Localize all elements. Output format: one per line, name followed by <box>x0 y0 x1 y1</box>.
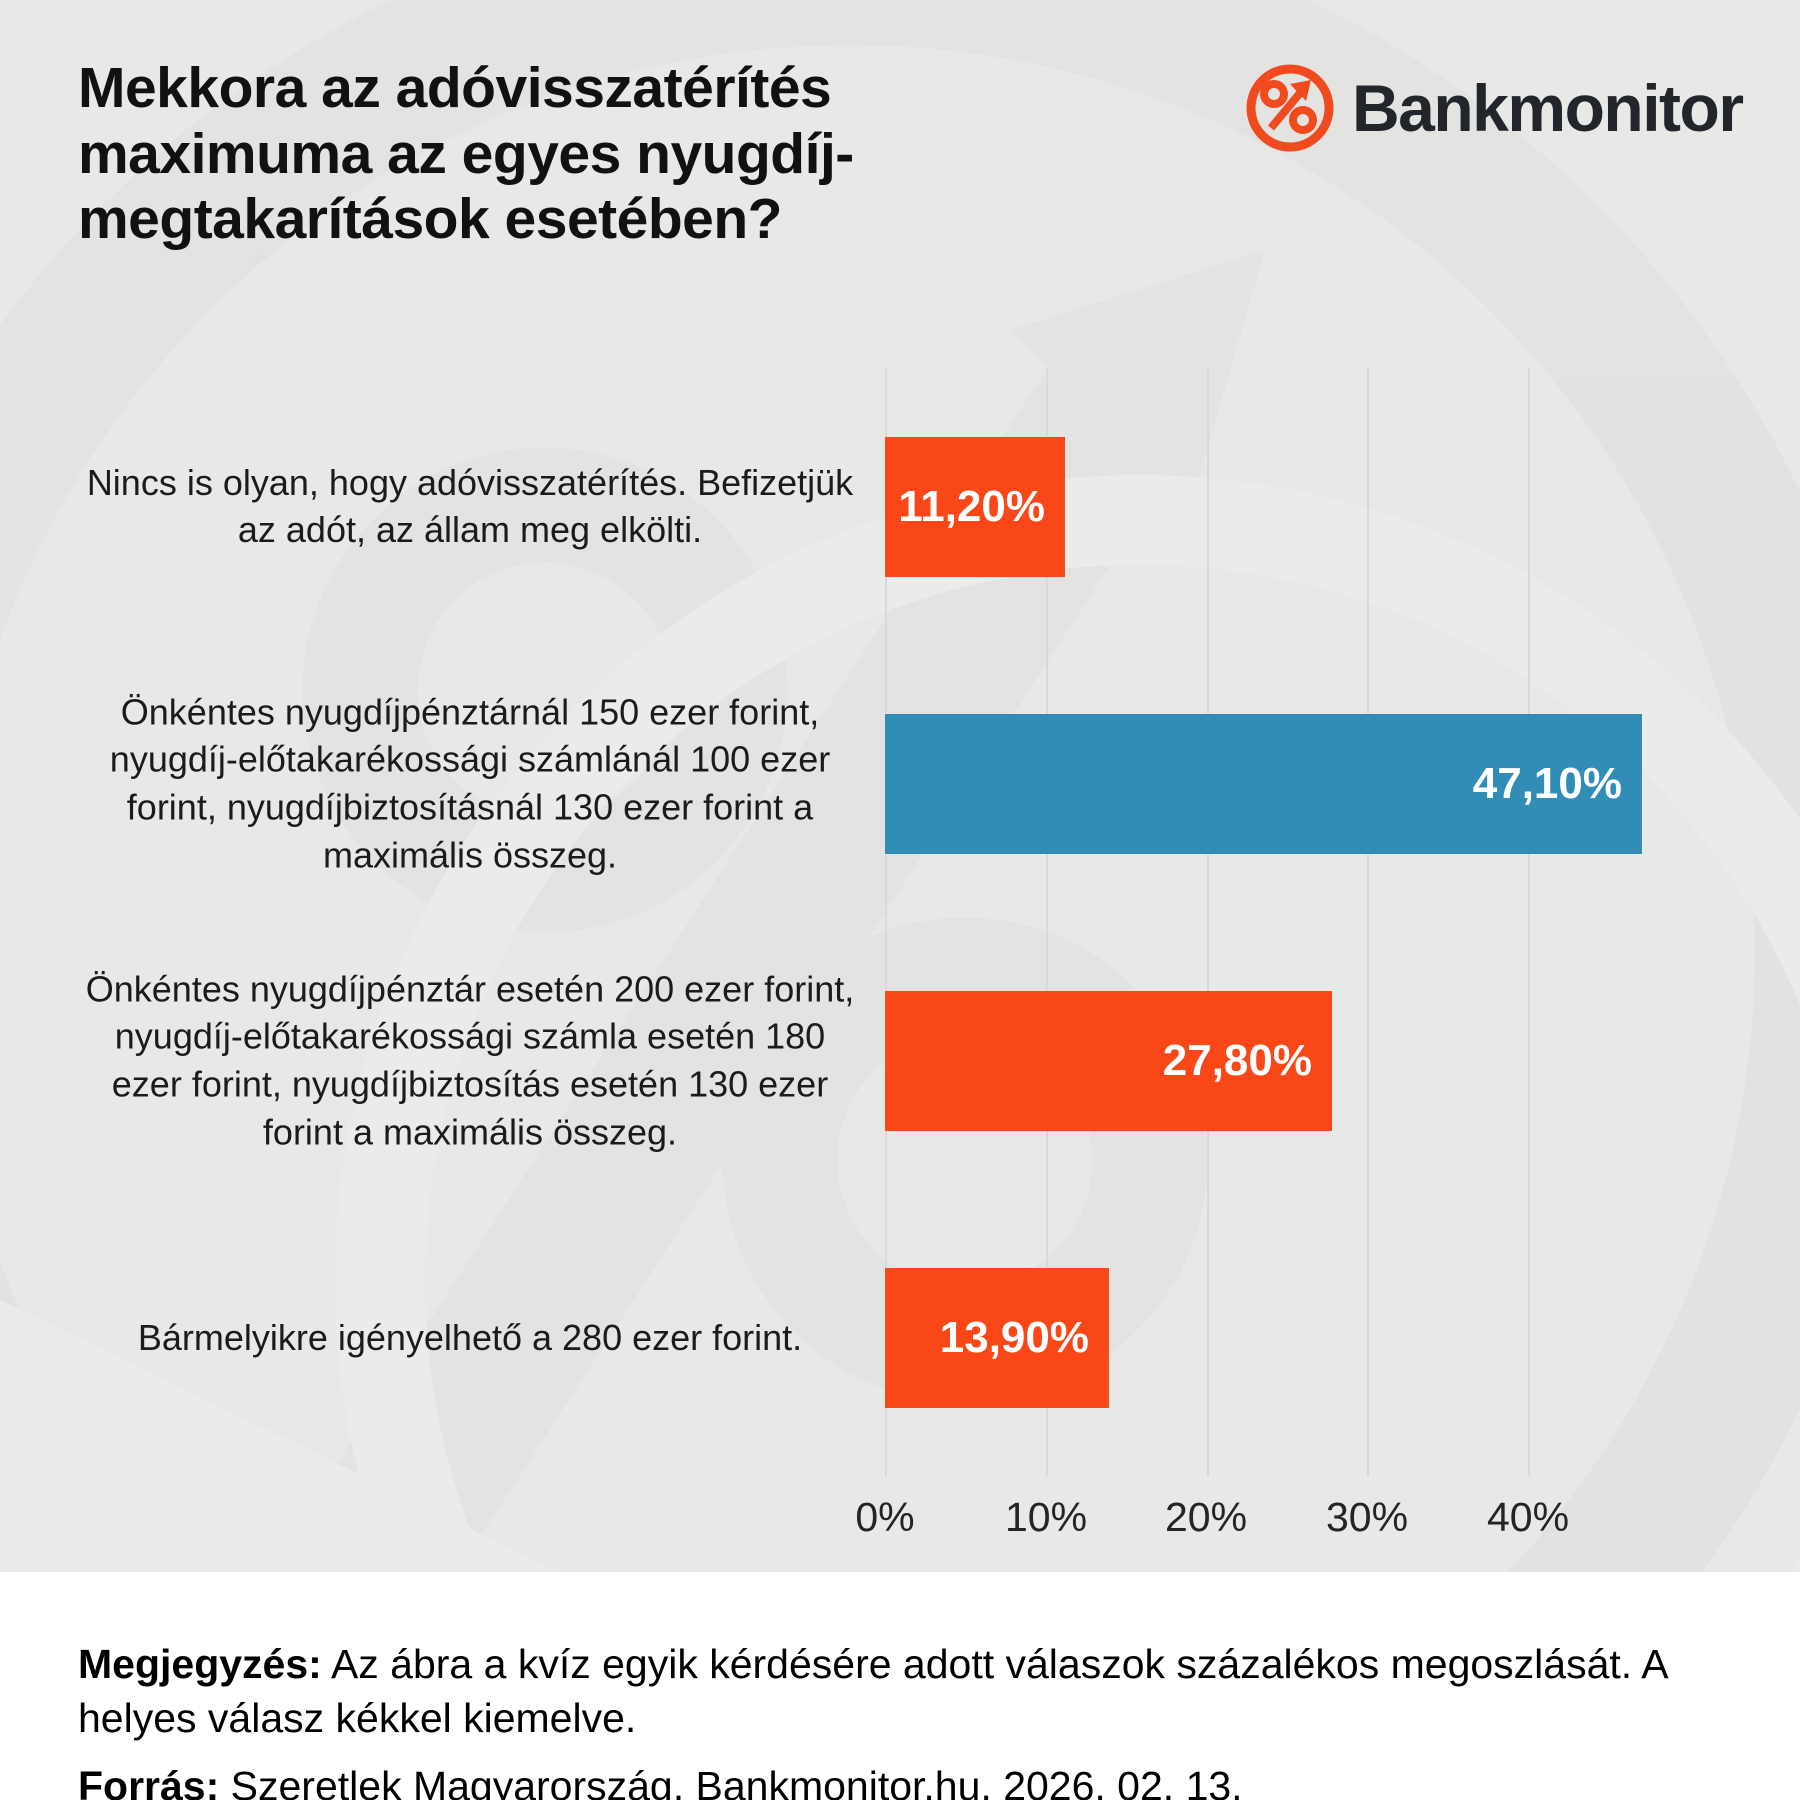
category-label: Bármelyikre igényelhető a 280 ezer forin… <box>137 1316 803 1358</box>
x-axis-tick: 0% <box>855 1494 915 1540</box>
x-axis-tick: 30% <box>1325 1494 1409 1540</box>
source-label: Forrás: <box>78 1763 220 1800</box>
bankmonitor-logo: Bankmonitor <box>1244 62 1744 154</box>
x-axis-tick: 10% <box>1004 1494 1088 1540</box>
x-axis-tick: 20% <box>1164 1494 1248 1540</box>
bar-answer-3: 27,80% <box>885 990 1332 1131</box>
plot-area <box>885 368 1689 1476</box>
bar-answer-4: 13,90% <box>885 1267 1109 1408</box>
percent-arrow-icon <box>1246 64 1334 152</box>
chart-row: Önkéntes nyugdíjpénztár esetén 200 ezer … <box>0 922 1800 1199</box>
background-watermark-percent-logo <box>0 0 1800 1572</box>
category-label: Önkéntes nyugdíjpénztár esetén 200 ezer … <box>85 967 855 1153</box>
gridline <box>885 368 887 1476</box>
x-axis-tick: 40% <box>1486 1494 1570 1540</box>
gridline <box>1046 368 1048 1476</box>
gridline <box>1207 368 1209 1476</box>
bar-answer-1: 11,20% <box>885 436 1065 577</box>
page-title: Mekkora az adóvisszatérítés maximuma az … <box>78 56 854 252</box>
bar-value-label: 27,80% <box>1162 1035 1312 1085</box>
gridline <box>1367 368 1369 1476</box>
bar-answer-2-correct: 47,10% <box>885 713 1642 854</box>
chart-canvas: Mekkora az adóvisszatérítés maximuma az … <box>0 0 1800 1572</box>
chart-row: Önkéntes nyugdíjpénztárnál 150 ezer fori… <box>0 645 1800 922</box>
source-text: Forrás: Szeretlek Magyarország, Bankmoni… <box>78 1763 1748 1800</box>
note-label: Megjegyzés: <box>78 1641 322 1687</box>
bar-value-label: 13,90% <box>939 1312 1089 1362</box>
category-label: Önkéntes nyugdíjpénztárnál 150 ezer fori… <box>109 690 831 876</box>
gridline <box>1528 368 1530 1476</box>
bar-value-label: 47,10% <box>1472 758 1622 808</box>
bar-value-label: 11,20% <box>898 481 1045 531</box>
chart-row: Nincs is olyan, hogy adóvisszatérítés. B… <box>0 368 1800 645</box>
brand-wordmark: Bankmonitor <box>1352 71 1744 145</box>
chart-row: Bármelyikre igényelhető a 280 ezer forin… <box>0 1199 1800 1476</box>
note-text: Megjegyzés: Az ábra a kvíz egyik kérdésé… <box>78 1641 1667 1742</box>
category-label: Nincs is olyan, hogy adóvisszatérítés. B… <box>86 461 854 551</box>
